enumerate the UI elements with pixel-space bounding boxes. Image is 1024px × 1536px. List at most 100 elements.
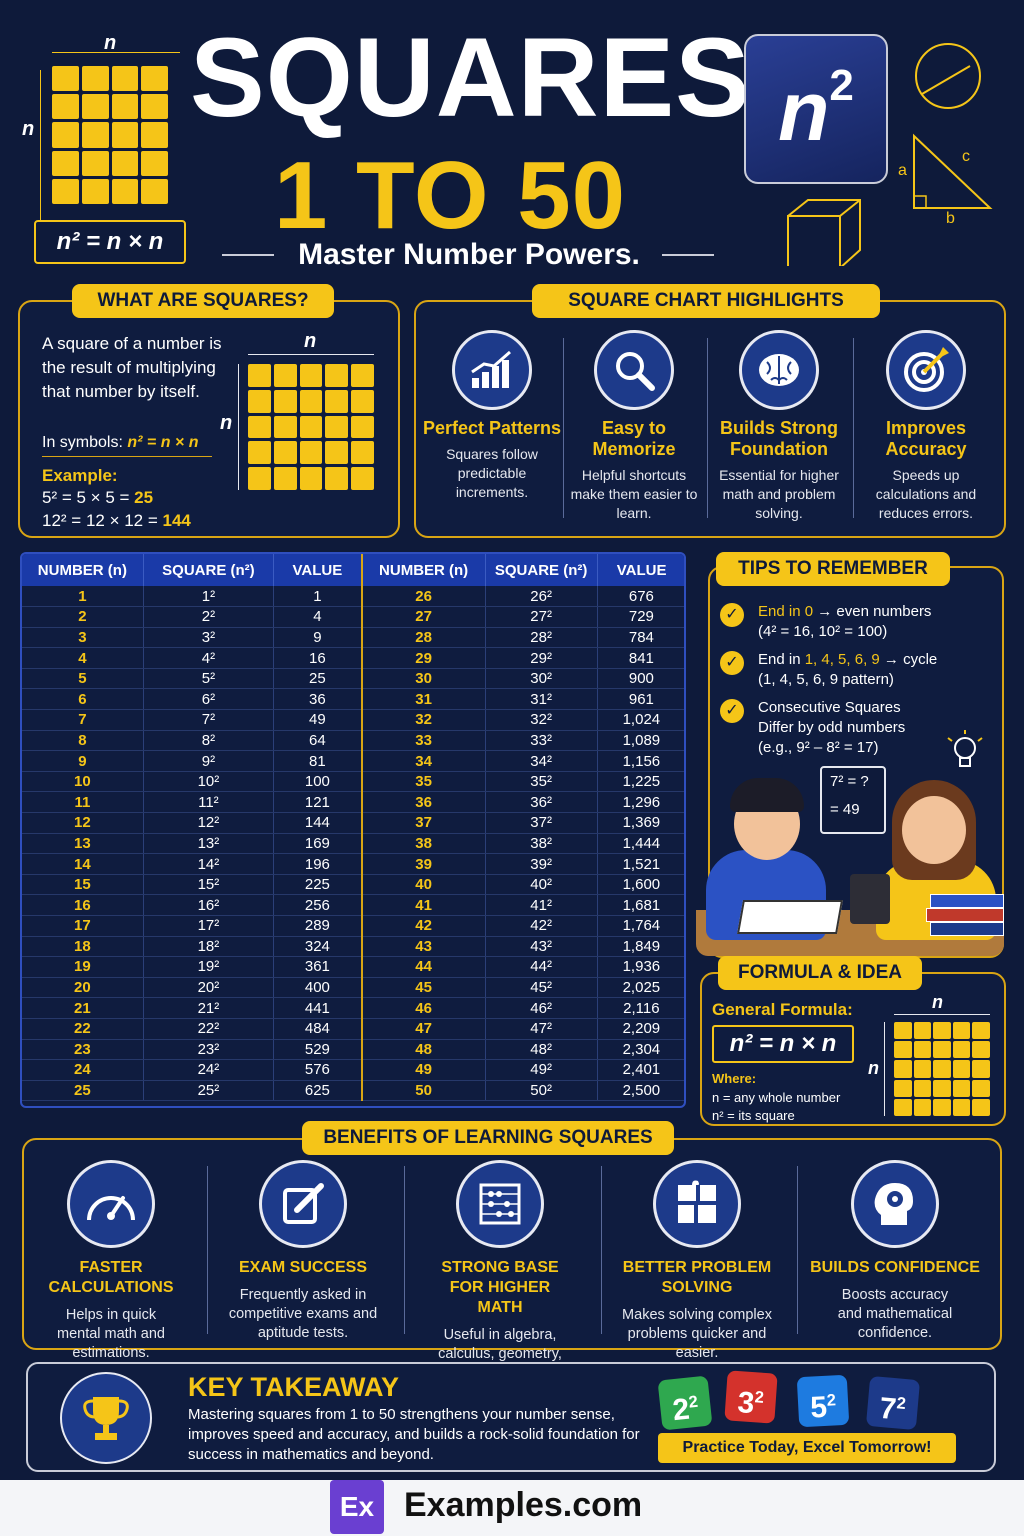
benefit-title: FASTER CALCULATIONS — [48, 1259, 174, 1296]
puzzle-icon — [653, 1160, 741, 1248]
benefit-title: BUILDS CONFIDENCE — [810, 1259, 980, 1276]
number-cell: 48 — [361, 1039, 486, 1061]
square-cell: 31² — [485, 688, 598, 711]
value-cell: 289 — [273, 915, 363, 937]
square-cell: 23² — [143, 1039, 275, 1061]
square-cell: 32² — [485, 709, 598, 731]
lightbulb-icon — [947, 730, 983, 767]
square-cell: 30² — [485, 668, 598, 690]
number-cell: 15 — [22, 874, 144, 896]
highlight-title: Improves Accuracy — [885, 418, 967, 459]
table-row: 20 20² 400 45 45² 2,025 — [22, 977, 684, 999]
table-row: 17 17² 289 42 42² 1,764 — [22, 915, 684, 937]
number-cell: 35 — [361, 771, 486, 793]
number-cell: 14 — [22, 853, 144, 875]
highlight-strong-foundation: Builds Strong Foundation Essential for h… — [709, 330, 849, 523]
value-cell: 784 — [597, 627, 684, 649]
examples-logo[interactable]: Ex — [330, 1480, 384, 1534]
value-cell: 2,209 — [597, 1018, 684, 1040]
value-cell: 1,089 — [597, 730, 684, 752]
trophy-icon — [83, 1397, 129, 1440]
value-cell: 441 — [273, 997, 363, 1019]
value-cell: 100 — [273, 771, 363, 793]
table-body: 1 1² 1 26 26² 676 2 2² 4 27 27² 729 3 3² 9 28 28² 784 4 4² 1… — [22, 586, 684, 1102]
table-row: 13 13² 169 38 38² 1,444 — [22, 833, 684, 855]
what-grid-height-label: n — [220, 412, 233, 434]
value-cell: 400 — [273, 977, 363, 999]
value-cell: 1,024 — [597, 709, 684, 731]
value-cell: 1,444 — [597, 833, 684, 855]
mini-board: 7² = ? = 49 — [820, 766, 886, 834]
value-cell: 2,401 — [597, 1059, 684, 1081]
formula-grid-width-label: n — [932, 992, 943, 1012]
board-question: 7² = ? — [830, 773, 869, 790]
square-cell: 17² — [143, 915, 275, 937]
square-cell: 1² — [143, 586, 275, 608]
value-cell: 81 — [273, 750, 363, 772]
number-cell: 47 — [361, 1018, 486, 1040]
square-cell: 38² — [485, 833, 598, 855]
tile-7-squared: 72 — [865, 1375, 921, 1431]
square-cell: 18² — [143, 936, 275, 958]
formula-grid-height-label: n — [868, 1058, 879, 1078]
square-cell: 35² — [485, 771, 598, 793]
value-cell: 49 — [273, 709, 363, 731]
where-line-2: n² = its square — [712, 1108, 795, 1123]
number-cell: 34 — [361, 750, 486, 772]
formula-square-grid — [894, 1022, 990, 1116]
square-cell: 46² — [485, 997, 598, 1019]
site-name[interactable]: Examples.com — [404, 1486, 643, 1524]
footer-bar — [0, 1480, 1024, 1536]
square-cell: 44² — [485, 956, 598, 978]
squares-table: NUMBER (n) SQUARE (n²) VALUE NUMBER (n) … — [22, 554, 684, 1102]
number-cell: 26 — [361, 586, 486, 608]
table-row: 5 5² 25 30 30² 900 — [22, 668, 684, 690]
highlight-title: Easy to Memorize — [592, 418, 676, 459]
table-row: 21 21² 441 46 46² 2,116 — [22, 997, 684, 1019]
benefit-title: EXAM SUCCESS — [238, 1259, 368, 1276]
value-cell: 2,304 — [597, 1039, 684, 1061]
what-grid-width-label: n — [304, 330, 317, 352]
value-cell: 841 — [597, 647, 684, 669]
benefit-faster-calculations: FASTER CALCULATIONS Helps in quick menta… — [16, 1160, 206, 1363]
value-cell: 1,225 — [597, 771, 684, 793]
value-cell: 625 — [273, 1080, 363, 1102]
number-cell: 50 — [361, 1080, 486, 1102]
highlight-title: Perfect Patterns — [422, 418, 562, 438]
value-cell: 36 — [273, 688, 363, 711]
square-cell: 27² — [485, 606, 598, 628]
value-cell: 1,681 — [597, 894, 684, 916]
number-cell: 43 — [361, 936, 486, 958]
benefit-title: STRONG BASE FOR HIGHER MATH — [441, 1259, 559, 1316]
number-cell: 2 — [22, 606, 144, 628]
value-cell: 900 — [597, 668, 684, 690]
square-cell: 24² — [143, 1059, 275, 1081]
number-cell: 39 — [361, 853, 486, 875]
square-cell: 6² — [143, 688, 275, 711]
tip-end-digits: ✓ End in 1, 4, 5, 6, 9 → cycle (1, 4, 5,… — [720, 650, 1002, 690]
takeaway-text: Mastering squares from 1 to 50 strengthe… — [188, 1406, 640, 1463]
table-row: 15 15² 225 40 40² 1,600 — [22, 874, 684, 896]
square-cell: 20² — [143, 977, 275, 999]
grid-height-label: n — [22, 118, 35, 140]
value-cell: 1,521 — [597, 853, 684, 875]
highlight-desc: Squares follow predictable increments. — [446, 446, 538, 500]
number-cell: 5 — [22, 668, 144, 690]
tile-2-squared: 22 — [657, 1375, 713, 1431]
highlight-desc: Helpful shortcuts make them easier to le… — [570, 467, 698, 521]
value-cell: 4 — [273, 606, 363, 628]
number-cell: 25 — [22, 1080, 144, 1102]
number-cell: 36 — [361, 791, 486, 814]
table-row: 22 22² 484 47 47² 2,209 — [22, 1018, 684, 1040]
table-row: 10 10² 100 35 35² 1,225 — [22, 771, 684, 793]
value-cell: 144 — [273, 812, 363, 834]
check-icon: ✓ — [720, 651, 744, 675]
number-cell: 31 — [361, 688, 486, 711]
number-cell: 42 — [361, 915, 486, 937]
value-cell: 961 — [597, 688, 684, 711]
value-cell: 1,156 — [597, 750, 684, 772]
number-cell: 28 — [361, 627, 486, 649]
value-cell: 1,600 — [597, 874, 684, 896]
where-label: Where: — [712, 1071, 757, 1086]
number-cell: 12 — [22, 812, 144, 834]
